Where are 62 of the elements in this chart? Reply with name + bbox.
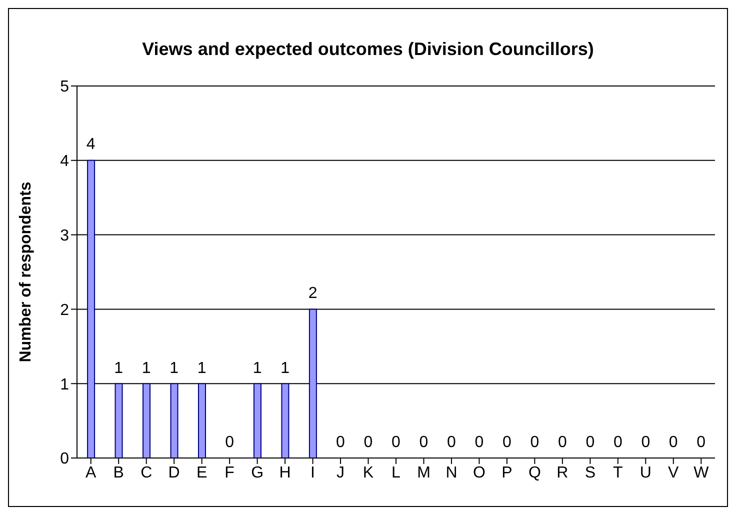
x-tick-label: I xyxy=(310,464,316,482)
data-label: 0 xyxy=(446,434,457,452)
x-tick-label: K xyxy=(362,464,374,482)
data-label: 0 xyxy=(640,434,652,452)
data-label: 1 xyxy=(140,360,152,378)
y-tick-label: 3 xyxy=(60,227,70,244)
x-tick-label: L xyxy=(392,464,401,482)
x-tick-label: G xyxy=(251,464,264,482)
x-tick-label: E xyxy=(196,464,208,482)
x-tick-label: U xyxy=(640,464,652,482)
data-label: 0 xyxy=(668,434,679,452)
x-tick-label: F xyxy=(224,464,235,482)
bar xyxy=(198,383,206,458)
bar xyxy=(308,308,317,458)
data-label: 0 xyxy=(501,434,512,452)
x-tick-label: C xyxy=(140,464,152,482)
y-tick-label: 4 xyxy=(60,153,70,170)
data-label: 2 xyxy=(307,285,318,304)
y-tick-label: 5 xyxy=(60,78,70,96)
x-tick-label: A xyxy=(86,464,97,482)
x-tick-label: N xyxy=(446,464,458,482)
data-label: 0 xyxy=(529,434,540,452)
x-tick-label: B xyxy=(113,464,124,482)
chart-title: Views and expected outcomes (Division Councillors) xyxy=(141,39,595,60)
bar xyxy=(87,160,96,458)
data-label: 1 xyxy=(168,360,180,378)
x-tick-label: O xyxy=(472,464,486,482)
bar xyxy=(142,383,151,458)
data-label: 0 xyxy=(612,434,624,452)
x-tick-label: P xyxy=(502,464,512,482)
x-tick-label: J xyxy=(336,464,345,482)
data-label: 0 xyxy=(474,434,485,452)
data-label: 0 xyxy=(556,434,568,452)
data-label: 0 xyxy=(418,434,430,452)
data-label: 0 xyxy=(224,434,235,452)
y-axis-title: Number of respondents xyxy=(18,182,35,362)
data-label: 0 xyxy=(584,434,596,452)
data-label: 1 xyxy=(113,360,124,378)
x-tick-label: H xyxy=(279,464,291,482)
data-label: 0 xyxy=(696,434,707,452)
y-tick-label: 1 xyxy=(60,376,70,394)
x-tick-label: R xyxy=(556,464,568,482)
bar xyxy=(114,383,123,458)
x-tick-label: W xyxy=(694,464,710,482)
data-label: 1 xyxy=(252,360,263,378)
x-tick-label: S xyxy=(584,464,596,482)
data-label: 0 xyxy=(335,434,346,452)
x-tick-label: M xyxy=(417,464,430,482)
data-label: 4 xyxy=(85,136,96,154)
x-tick-label: D xyxy=(168,464,180,482)
bar xyxy=(253,383,262,458)
x-tick-label: Q xyxy=(528,464,541,482)
y-tick-label: 2 xyxy=(60,302,70,319)
bar xyxy=(281,383,290,458)
data-label: 1 xyxy=(196,360,208,378)
x-tick-label: V xyxy=(668,464,680,482)
data-label: 0 xyxy=(390,434,402,452)
data-label: 0 xyxy=(362,434,374,452)
data-label: 1 xyxy=(280,360,290,378)
x-tick-label: T xyxy=(613,464,624,482)
y-tick-label: 0 xyxy=(60,450,70,468)
bar xyxy=(170,383,178,458)
